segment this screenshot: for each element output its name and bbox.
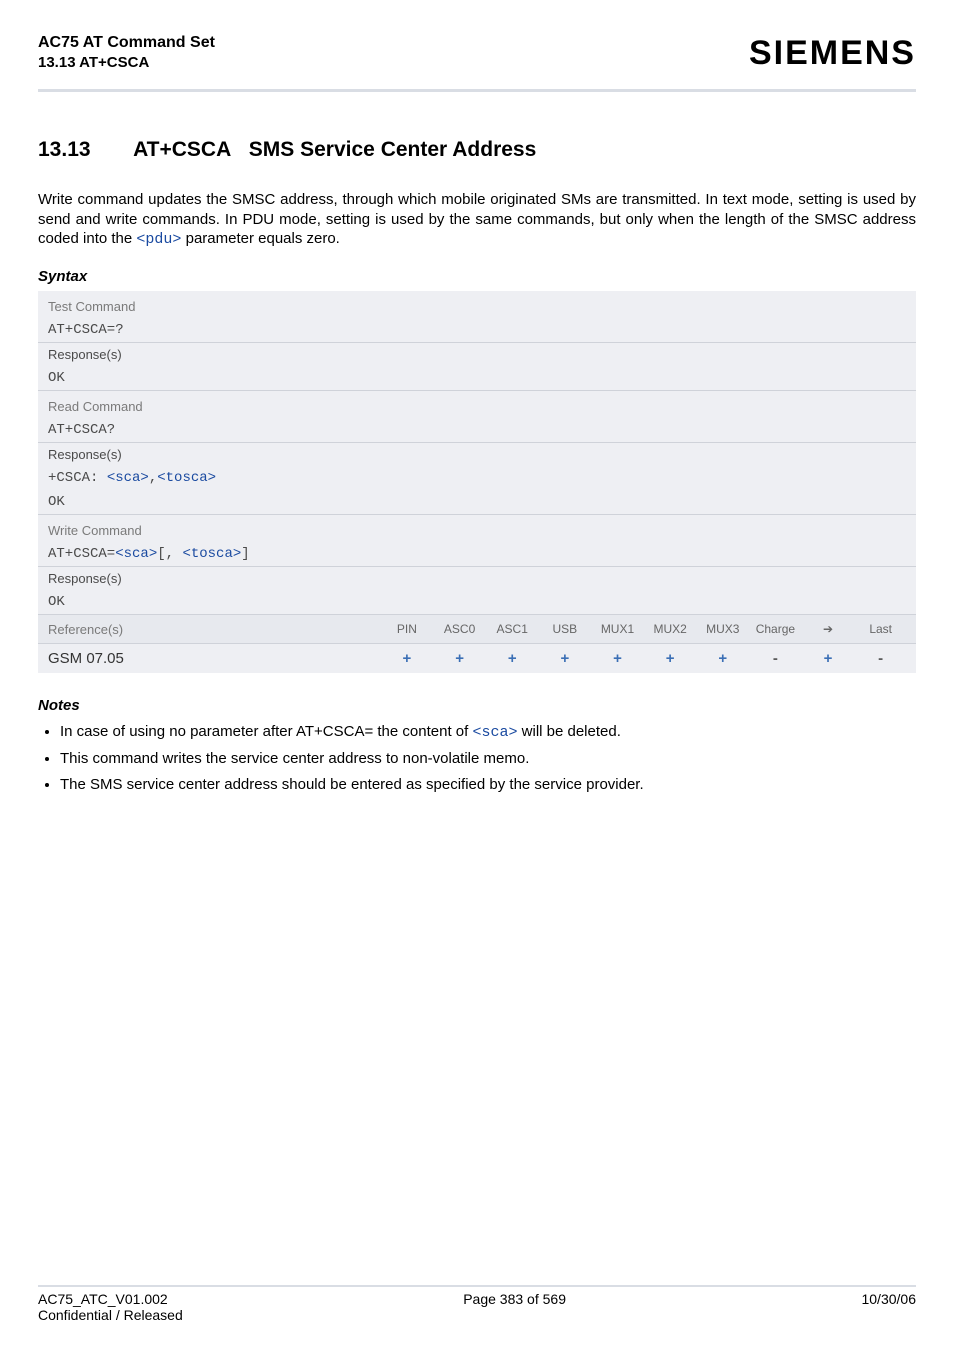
reference-label: Reference(s) xyxy=(48,622,123,637)
intro-paragraph: Write command updates the SMSC address, … xyxy=(38,190,916,250)
ref-col-7: Charge xyxy=(750,622,801,636)
page-header: AC75 AT Command Set 13.13 AT+CSCA SIEMEN… xyxy=(38,34,916,83)
intro-after: parameter equals zero. xyxy=(181,230,339,247)
ref-val-9: - xyxy=(855,650,906,667)
section-heading: 13.13 AT+CSCA SMS Service Center Address xyxy=(38,138,916,162)
airplane-icon: ➔ xyxy=(803,622,854,636)
ref-val-0: + xyxy=(382,650,433,667)
note-after-0: will be deleted. xyxy=(517,723,620,740)
footer-left-2: Confidential / Released xyxy=(38,1307,916,1323)
footer-right: 10/30/06 xyxy=(861,1291,916,1307)
ref-col-4: MUX1 xyxy=(592,622,643,636)
read-response: +CSCA: <sca>,<tosca> xyxy=(38,466,916,490)
ref-col-6: MUX3 xyxy=(697,622,748,636)
response-ok-2: OK xyxy=(38,490,916,514)
response-label-2: Response(s) xyxy=(38,443,916,466)
doc-title: AC75 AT Command Set xyxy=(38,34,215,52)
note-item-2: The SMS service center address should be… xyxy=(60,775,916,795)
ref-col-5: MUX2 xyxy=(645,622,696,636)
test-command-label: Test Command xyxy=(38,291,916,318)
note-param-0[interactable]: <sca> xyxy=(472,724,517,741)
notes-label: Notes xyxy=(38,697,916,714)
footer-center: Page 383 of 569 xyxy=(463,1291,566,1307)
ref-val-6: + xyxy=(697,650,748,667)
response-label-3: Response(s) xyxy=(38,567,916,590)
page-footer: AC75_ATC_V01.002 Page 383 of 569 10/30/0… xyxy=(38,1285,916,1323)
ref-val-1: + xyxy=(434,650,485,667)
section-title-text: SMS Service Center Address xyxy=(249,138,537,161)
note-before-0: In case of using no parameter after AT+C… xyxy=(60,723,472,740)
read-command-label: Read Command xyxy=(38,391,916,418)
section-title-cmd: AT+CSCA xyxy=(133,138,231,161)
syntax-label: Syntax xyxy=(38,268,916,285)
ref-col-0: PIN xyxy=(382,622,433,636)
ref-val-3: + xyxy=(540,650,591,667)
brand-logo: SIEMENS xyxy=(749,34,916,73)
ref-col-2: ASC1 xyxy=(487,622,538,636)
tosca-param-link[interactable]: <tosca> xyxy=(157,470,216,486)
ref-val-5: + xyxy=(645,650,696,667)
write-close: ] xyxy=(241,546,249,562)
write-prefix: AT+CSCA= xyxy=(48,546,115,562)
ref-col-3: USB xyxy=(540,622,591,636)
read-command: AT+CSCA? xyxy=(38,418,916,442)
reference-values: +++++++-+- xyxy=(382,650,906,667)
ref-col-1: ASC0 xyxy=(434,622,485,636)
read-resp-prefix: +CSCA: xyxy=(48,470,107,486)
doc-subtitle: 13.13 AT+CSCA xyxy=(38,54,215,71)
response-ok-1: OK xyxy=(38,366,916,390)
sca-param-link-2[interactable]: <sca> xyxy=(115,546,157,562)
note-item-0: In case of using no parameter after AT+C… xyxy=(60,722,916,743)
section-number: 13.13 xyxy=(38,138,128,162)
write-open: [, xyxy=(157,546,182,562)
tosca-param-link-2[interactable]: <tosca> xyxy=(182,546,241,562)
syntax-table: Test Command AT+CSCA=? Response(s) OK Re… xyxy=(38,291,916,673)
response-ok-3: OK xyxy=(38,590,916,614)
note-item-1: This command writes the service center a… xyxy=(60,749,916,769)
sca-param-link[interactable]: <sca> xyxy=(107,470,149,486)
ref-col-9: Last xyxy=(855,622,906,636)
read-resp-sep: , xyxy=(149,470,157,486)
footer-left: AC75_ATC_V01.002 xyxy=(38,1291,168,1307)
ref-val-4: + xyxy=(592,650,643,667)
notes-list: In case of using no parameter after AT+C… xyxy=(38,722,916,796)
ref-val-2: + xyxy=(487,650,538,667)
response-label-1: Response(s) xyxy=(38,343,916,366)
note-before-1: This command writes the service center a… xyxy=(60,750,529,767)
reference-value: GSM 07.05 xyxy=(48,650,124,667)
note-before-2: The SMS service center address should be… xyxy=(60,776,644,793)
reference-columns: PINASC0ASC1USBMUX1MUX2MUX3Charge➔Last xyxy=(382,622,906,636)
ref-val-8: + xyxy=(803,650,854,667)
write-command: AT+CSCA=<sca>[, <tosca>] xyxy=(38,542,916,566)
pdu-param-link[interactable]: <pdu> xyxy=(136,231,181,248)
test-command: AT+CSCA=? xyxy=(38,318,916,342)
write-command-label: Write Command xyxy=(38,515,916,542)
header-rule xyxy=(38,89,916,92)
ref-val-7: - xyxy=(750,650,801,667)
